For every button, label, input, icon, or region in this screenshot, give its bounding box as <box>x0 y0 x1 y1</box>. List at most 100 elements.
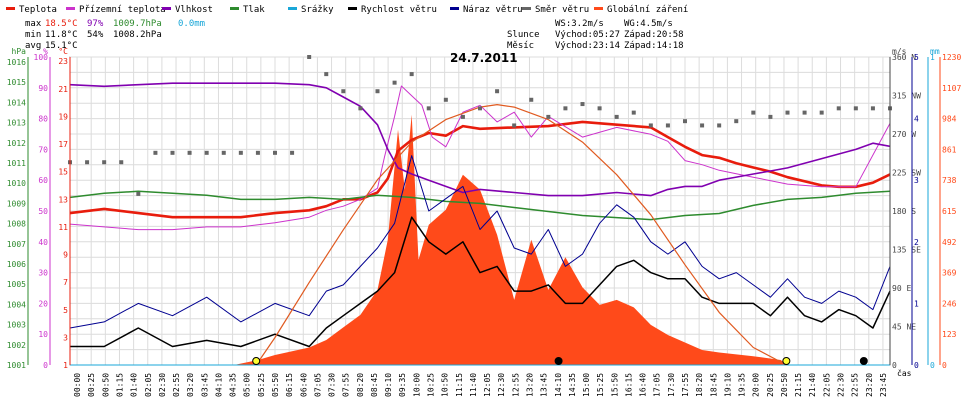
wind-dir-point-25 <box>495 89 500 94</box>
x-tick-11: 04:35 <box>229 373 238 397</box>
x-tick-43: 17:55 <box>681 373 690 397</box>
stats-min-label: min <box>25 30 41 40</box>
wind-dir-point-41 <box>768 114 773 119</box>
moonset-marker <box>554 357 563 365</box>
axis-wind-dir-tick-1: 315 NW <box>892 92 921 101</box>
x-tick-27: 11:15 <box>455 373 464 397</box>
astro-markers <box>252 357 868 365</box>
chart-title: 24.7.2011 <box>450 51 518 65</box>
x-tick-16: 06:40 <box>299 373 308 397</box>
wind-dir-point-30 <box>580 102 585 107</box>
x-tick-5: 02:05 <box>144 373 153 397</box>
wind-dir-point-22 <box>443 97 448 102</box>
x-tick-37: 15:25 <box>596 373 605 397</box>
legend-swatch-8 <box>594 7 603 10</box>
axis-wind-speed-tick-2: 3 <box>914 176 919 185</box>
wind-dir-point-33 <box>631 110 636 115</box>
series-line-6 <box>69 155 891 329</box>
wind-dir-point-32 <box>614 114 619 119</box>
x-tick-38: 15:50 <box>610 373 619 397</box>
x-tick-26: 10:50 <box>441 373 450 397</box>
axis-temperature-tick-8: 7 <box>63 278 68 287</box>
x-tick-24: 10:00 <box>412 373 421 397</box>
x-tick-56: 23:20 <box>865 373 874 397</box>
axis-humidity-label: % <box>43 47 48 56</box>
axis-pressure-tick-2: 1014 <box>7 98 26 107</box>
axis-pressure-tick-11: 1005 <box>7 280 26 289</box>
info-wg: WG:4.5m/s <box>624 19 673 29</box>
axis-radiation-tick-4: 738 <box>942 176 957 185</box>
x-tick-40: 16:40 <box>639 373 648 397</box>
axis-pressure-tick-12: 1004 <box>7 300 26 309</box>
x-tick-23: 09:35 <box>398 373 407 397</box>
wind-dir-point-29 <box>563 106 568 111</box>
axis-temperature-tick-6: 11 <box>58 223 68 232</box>
wind-dir-point-11 <box>255 150 260 155</box>
plot-series <box>68 55 892 366</box>
x-tick-9: 03:45 <box>200 373 209 397</box>
axis-radiation-tick-6: 492 <box>942 238 957 247</box>
wind-dir-point-13 <box>290 150 295 155</box>
axis-temperature-tick-4: 15 <box>58 168 68 177</box>
info-sun-label: Slunce <box>507 30 540 40</box>
x-tick-22: 09:10 <box>384 373 393 397</box>
x-tick-20: 08:20 <box>356 373 365 397</box>
x-tick-54: 22:30 <box>837 373 846 397</box>
x-tick-41: 17:05 <box>653 373 662 397</box>
axis-humidity-tick-7: 30 <box>38 269 48 278</box>
axis-pressure-tick-10: 1006 <box>7 260 26 269</box>
legend-swatch-3 <box>230 7 239 10</box>
axis-wind-dir-tick-2: 270 W <box>892 130 916 139</box>
x-tick-17: 07:05 <box>313 373 322 397</box>
axis-radiation-tick-7: 369 <box>942 269 957 278</box>
axis-pressure-tick-0: 1016 <box>7 58 26 67</box>
wind-dir-point-42 <box>785 110 790 115</box>
x-tick-29: 12:05 <box>483 373 492 397</box>
x-tick-49: 20:25 <box>766 373 775 397</box>
legend-swatch-2 <box>162 7 171 10</box>
stats-max-hum: 97% <box>87 19 104 29</box>
info-ws: WS:3.2m/s <box>555 19 604 29</box>
x-tick-52: 21:40 <box>808 373 817 397</box>
axis-pressure-tick-8: 1008 <box>7 220 26 229</box>
axis-temperature-tick-11: 1 <box>63 361 68 370</box>
axis-humidity-tick-10: 0 <box>43 361 48 370</box>
axes: 1016101510141013101210111010100910081007… <box>7 47 962 397</box>
wind-dir-point-27 <box>529 97 534 102</box>
wind-dir-point-9 <box>221 150 226 155</box>
wind-dir-point-31 <box>597 106 602 111</box>
x-tick-10: 04:10 <box>214 373 223 397</box>
axis-wind-speed-tick-4: 1 <box>914 299 919 308</box>
axis-temperature-tick-9: 5 <box>63 306 68 315</box>
x-tick-28: 11:40 <box>469 373 478 397</box>
info-sunset: Západ:20:58 <box>624 30 684 40</box>
moonrise-marker <box>859 357 868 365</box>
x-tick-57: 23:45 <box>879 373 888 397</box>
x-tick-0: 00:00 <box>73 373 82 397</box>
axis-temperature-label: °C <box>58 47 68 56</box>
info-moonset: Západ:14:18 <box>624 41 684 51</box>
legend-label-1: Přízemní teplota <box>79 5 166 15</box>
axis-humidity-tick-5: 50 <box>38 207 48 216</box>
x-tick-19: 07:55 <box>342 373 351 397</box>
legend-swatch-5 <box>348 7 357 10</box>
axis-pressure-tick-5: 1011 <box>7 159 26 168</box>
x-tick-46: 19:10 <box>723 373 732 397</box>
x-tick-51: 21:15 <box>794 373 803 397</box>
axis-radiation-tick-2: 984 <box>942 115 957 124</box>
axis-pressure-tick-1: 1015 <box>7 78 26 87</box>
axis-pressure-tick-6: 1010 <box>7 179 26 188</box>
x-tick-21: 08:45 <box>370 373 379 397</box>
wind-dir-point-34 <box>648 123 653 128</box>
x-tick-48: 20:00 <box>752 373 761 397</box>
stats-max-temp: 18.5°C <box>45 19 78 29</box>
wind-dir-point-36 <box>683 119 687 124</box>
legend-swatch-4 <box>288 7 297 10</box>
axis-wind-dir-tick-4: 180 S <box>892 207 916 216</box>
wind-dir-point-45 <box>836 106 841 111</box>
axis-radiation-tick-5: 615 <box>942 207 957 216</box>
axis-humidity-tick-1: 90 <box>38 84 48 93</box>
series-line-5 <box>70 216 891 348</box>
info-sunrise: Východ:05:27 <box>555 30 620 40</box>
axis-temperature-tick-5: 13 <box>58 195 68 204</box>
